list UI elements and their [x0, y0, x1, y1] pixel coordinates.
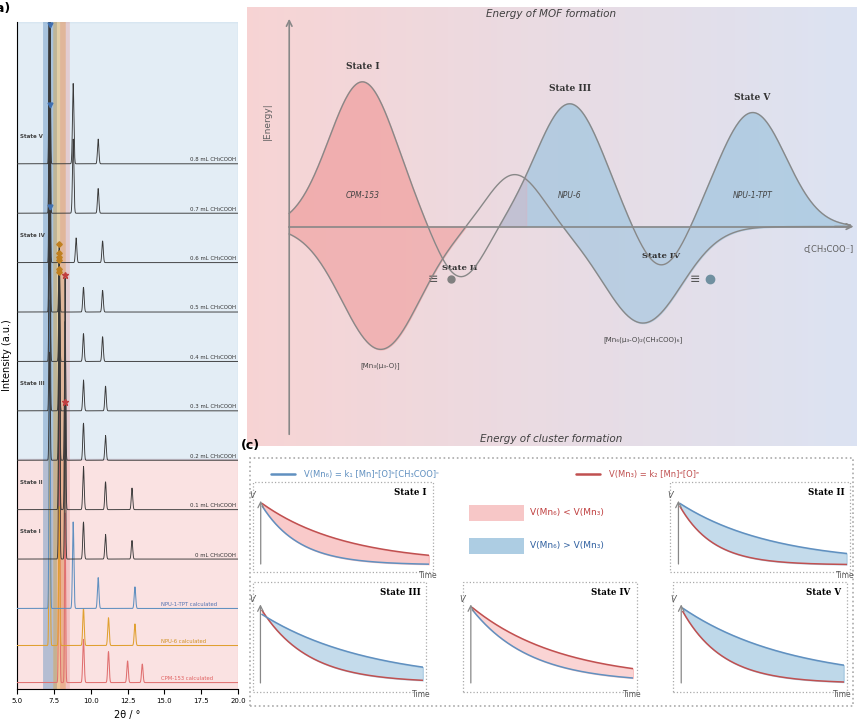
Text: Energy of cluster formation: Energy of cluster formation: [480, 434, 623, 444]
Text: (c): (c): [240, 439, 260, 452]
Text: State II: State II: [442, 264, 477, 272]
Text: NPU-6: NPU-6: [558, 191, 581, 200]
Text: (a): (a): [0, 2, 11, 15]
Text: State V: State V: [20, 134, 42, 139]
Text: State I: State I: [20, 529, 40, 534]
Bar: [17, 22, 238, 460]
X-axis label: 2θ / °: 2θ / °: [114, 710, 141, 720]
FancyBboxPatch shape: [469, 505, 524, 521]
Text: 0.8 mL CH₃COOH: 0.8 mL CH₃COOH: [189, 157, 235, 162]
Text: V(Mn₆) = k₁ [Mn]ᵃ[O]ᵇ[CH₃COO]ᶜ: V(Mn₆) = k₁ [Mn]ᵃ[O]ᵇ[CH₃COO]ᶜ: [304, 470, 439, 478]
Text: 0.1 mL CH₃COOH: 0.1 mL CH₃COOH: [189, 503, 235, 508]
Text: 0.5 mL CH₃COOH: 0.5 mL CH₃COOH: [189, 305, 235, 310]
Text: State II: State II: [20, 480, 42, 485]
Text: State IV: State IV: [592, 588, 631, 597]
FancyBboxPatch shape: [670, 482, 850, 572]
Text: [Mn₆(μ₃-O)₂(CH₃COO)₆]: [Mn₆(μ₃-O)₂(CH₃COO)₆]: [603, 336, 682, 343]
Text: State IV: State IV: [642, 252, 680, 260]
Text: [Mn₃(μ₃-O)]: [Mn₃(μ₃-O)]: [361, 362, 400, 369]
Text: V(Mn₆) > V(Mn₃): V(Mn₆) > V(Mn₃): [530, 541, 604, 550]
Text: NPU-1-TPT calculated: NPU-1-TPT calculated: [162, 602, 217, 607]
Text: V(Mn₆) < V(Mn₃): V(Mn₆) < V(Mn₃): [530, 508, 604, 517]
Text: State V: State V: [734, 93, 771, 102]
Text: State III: State III: [20, 381, 44, 386]
Text: CPM-153: CPM-153: [345, 191, 380, 200]
Text: NPU-1-TPT: NPU-1-TPT: [733, 191, 772, 200]
Text: ≡: ≡: [689, 273, 700, 286]
Text: V(Mn₃) = k₂ [Mn]ᵈ[O]ᵉ: V(Mn₃) = k₂ [Mn]ᵈ[O]ᵉ: [609, 470, 700, 478]
Text: 0.3 mL CH₃COOH: 0.3 mL CH₃COOH: [189, 405, 235, 410]
Text: State III: State III: [548, 84, 591, 93]
Text: CPM-153 calculated: CPM-153 calculated: [162, 676, 214, 681]
FancyBboxPatch shape: [469, 537, 524, 554]
Text: 0.4 mL CH₃COOH: 0.4 mL CH₃COOH: [189, 355, 235, 360]
Text: NPU-6 calculated: NPU-6 calculated: [162, 639, 207, 644]
Text: State I: State I: [394, 488, 426, 497]
Y-axis label: Intensity (a.u.): Intensity (a.u.): [2, 320, 12, 391]
Text: |Energy|: |Energy|: [263, 102, 272, 140]
Text: Energy of MOF formation: Energy of MOF formation: [486, 9, 617, 20]
Text: ≡: ≡: [427, 273, 438, 286]
Text: 0.7 mL CH₃COOH: 0.7 mL CH₃COOH: [189, 207, 235, 212]
Text: State III: State III: [380, 588, 420, 597]
FancyBboxPatch shape: [463, 581, 637, 692]
Text: State IV: State IV: [20, 233, 44, 238]
FancyBboxPatch shape: [250, 458, 853, 705]
Text: 0.6 mL CH₃COOH: 0.6 mL CH₃COOH: [189, 256, 235, 261]
Bar: [17, 460, 238, 689]
Text: 0 mL CH₃COOH: 0 mL CH₃COOH: [195, 552, 235, 558]
Text: c[CH₃COO⁻]: c[CH₃COO⁻]: [803, 244, 853, 253]
Text: State II: State II: [808, 488, 844, 497]
FancyBboxPatch shape: [673, 581, 847, 692]
Text: State V: State V: [806, 588, 841, 597]
Text: State I: State I: [346, 62, 379, 71]
Text: 0.2 mL CH₃COOH: 0.2 mL CH₃COOH: [189, 454, 235, 459]
FancyBboxPatch shape: [253, 581, 426, 692]
FancyBboxPatch shape: [253, 482, 432, 572]
